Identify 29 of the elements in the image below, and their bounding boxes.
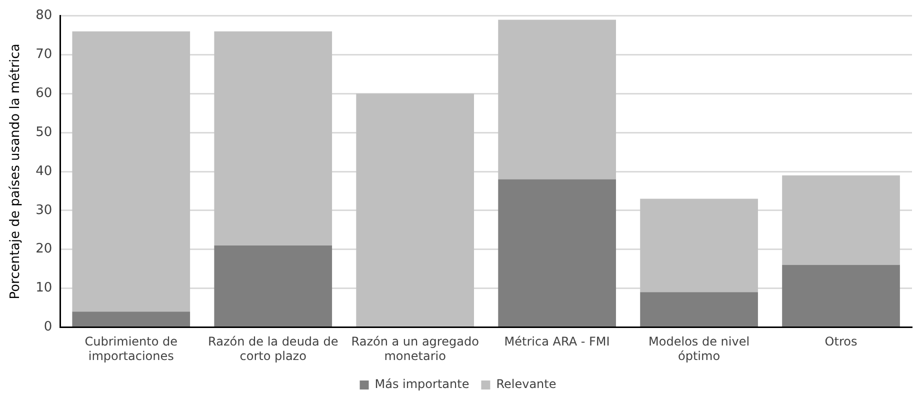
y-tick-label: 80	[36, 8, 52, 24]
bar	[782, 175, 900, 265]
bar	[498, 179, 616, 326]
bar	[640, 292, 758, 326]
legend-label: Más importante	[374, 377, 470, 392]
bar	[72, 312, 190, 326]
y-tick-label: 70	[36, 47, 52, 62]
bar	[214, 245, 332, 326]
x-tick-label: Otros	[824, 334, 858, 349]
x-tick-label: Razón a un agregado monetario	[351, 334, 479, 363]
y-axis-title: Porcentaje de países usando la métrica	[8, 44, 24, 300]
bar	[782, 264, 900, 326]
x-tick-label: Cubrimiento de importaciones	[84, 334, 178, 363]
y-tick-label: 20	[36, 242, 52, 257]
y-tick-label: 50	[36, 124, 52, 140]
legend-label: Relevante	[496, 377, 556, 392]
bar	[640, 198, 758, 292]
bar	[498, 20, 616, 180]
x-tick-label: Modelos de nivel óptimo	[648, 334, 750, 363]
y-tick-label: 40	[36, 164, 52, 179]
y-tick-label: 0	[44, 320, 52, 335]
bar	[72, 31, 190, 312]
bar	[214, 31, 332, 246]
x-tick-label: Métrica ARA - FMI	[504, 334, 610, 349]
y-tick-label: 10	[36, 280, 52, 296]
y-tick-label: 60	[36, 86, 52, 102]
bar	[356, 94, 474, 326]
x-tick-label: Razón de la deuda de corto plazo	[208, 334, 338, 363]
y-tick-label: 30	[36, 202, 52, 218]
